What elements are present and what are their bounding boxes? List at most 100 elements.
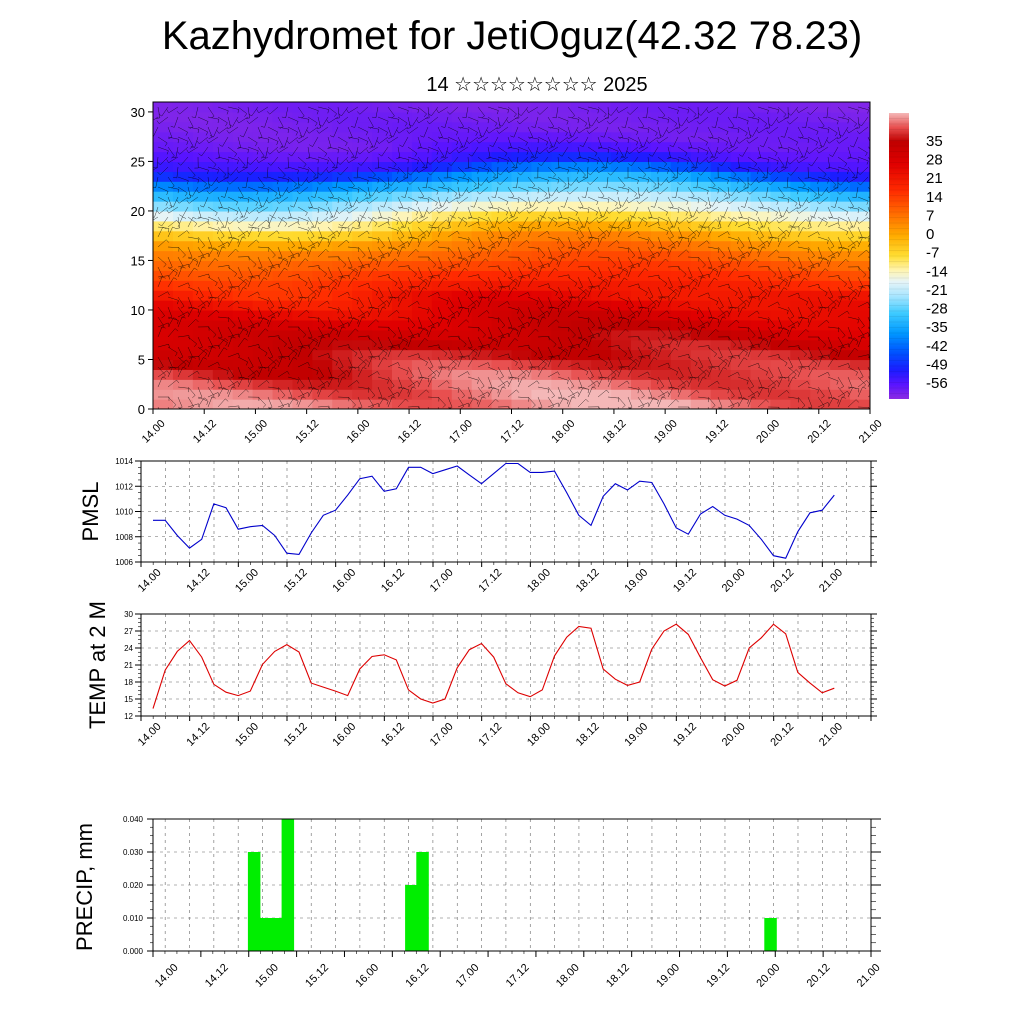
- heatmap-cell: [770, 220, 791, 232]
- wind-barb: [467, 296, 477, 308]
- wind-barb: [846, 176, 859, 184]
- wind-barb: [267, 136, 279, 145]
- x-tick-label: 14.12: [184, 721, 212, 749]
- wind-barb: [396, 146, 401, 159]
- wind-barb: [287, 296, 296, 308]
- wind-barb: [527, 366, 536, 378]
- wind-barb: [266, 216, 271, 229]
- wind-barb: [577, 206, 590, 214]
- heatmap-cell: [471, 359, 493, 370]
- wind-barb: [327, 366, 333, 379]
- heatmap-cell: [611, 250, 632, 262]
- wind-barb: [167, 396, 177, 408]
- heatmap-cell: [591, 300, 612, 311]
- wind-barb: [477, 236, 483, 249]
- wind-barb: [857, 266, 867, 278]
- heatmap-cell: [153, 141, 174, 153]
- wind-barb: [257, 306, 263, 319]
- heatmap-cell: [790, 230, 811, 242]
- heatmap-cell: [511, 270, 533, 281]
- wind-barb: [827, 299, 839, 308]
- wind-barb: [316, 116, 322, 129]
- wind-barb: [297, 326, 307, 338]
- wind-barb: [417, 236, 427, 248]
- wind-barb: [817, 286, 828, 297]
- wind-barb: [637, 356, 646, 368]
- wind-barb: [497, 286, 506, 298]
- wind-barb: [747, 176, 759, 186]
- wind-barb: [667, 347, 678, 358]
- wind-barb: [467, 274, 480, 279]
- wind-barb: [727, 356, 736, 368]
- wind-barb: [237, 356, 249, 366]
- wind-barb: [227, 236, 240, 244]
- wind-barb: [207, 126, 213, 139]
- wind-barb: [627, 310, 640, 318]
- heatmap-cell: [710, 181, 732, 192]
- heatmap-cell: [591, 121, 612, 133]
- heatmap-cell: [670, 141, 692, 153]
- wind-barb: [647, 386, 653, 399]
- wind-barb: [493, 166, 499, 179]
- heatmap-cell: [591, 250, 612, 262]
- heatmap-cell: [352, 359, 373, 370]
- wind-barb: [497, 376, 506, 388]
- wind-barb: [657, 343, 670, 348]
- wind-barb: [337, 239, 350, 248]
- wind-barb: [197, 376, 210, 384]
- heatmap-cell: [232, 359, 254, 370]
- wind-barb: [533, 166, 539, 179]
- wind-barb: [397, 296, 407, 308]
- heatmap-cell: [531, 121, 552, 133]
- wind-barb: [417, 316, 423, 329]
- wind-barb: [177, 136, 189, 145]
- heatmap-cell: [352, 369, 373, 380]
- wind-barb: [587, 386, 596, 398]
- wind-barb: [707, 366, 716, 378]
- wind-barb: [526, 156, 539, 164]
- heatmap-cell: [650, 280, 672, 291]
- wind-barb: [467, 357, 478, 368]
- wind-barb: [645, 156, 650, 169]
- wind-barb: [215, 146, 220, 159]
- heatmap-cell: [591, 111, 612, 123]
- wind-barb: [288, 146, 299, 157]
- wind-barb: [697, 240, 710, 248]
- heatmap-cell: [531, 369, 552, 380]
- wind-barb: [787, 186, 799, 195]
- heatmap-cell: [770, 369, 791, 380]
- heatmap-cell: [471, 280, 493, 291]
- wind-barb: [547, 371, 560, 378]
- wind-barb: [587, 301, 600, 308]
- heatmap-cell: [670, 201, 692, 212]
- wind-barb: [477, 226, 489, 235]
- heatmap-cell: [531, 270, 552, 281]
- heatmap-cell: [830, 191, 851, 202]
- wind-barb: [747, 166, 759, 174]
- wind-barb: [707, 366, 720, 371]
- heatmap-cell: [411, 260, 433, 271]
- heatmap-cell: [431, 111, 453, 123]
- wind-barb: [617, 366, 626, 378]
- wind-barb: [247, 396, 260, 402]
- heatmap-cell: [551, 319, 572, 331]
- wind-barb: [441, 146, 449, 158]
- wind-barb: [317, 146, 328, 157]
- wind-barb: [388, 176, 399, 187]
- wind-barb: [397, 226, 405, 239]
- wind-barb: [687, 196, 700, 204]
- wind-barb: [804, 166, 809, 179]
- wind-barb: [237, 376, 250, 383]
- wind-barb: [747, 106, 756, 119]
- wind-barb: [687, 236, 697, 248]
- wind-barb: [567, 276, 578, 287]
- wind-barb: [818, 186, 829, 197]
- wind-barb: [517, 274, 530, 279]
- wind-barb: [217, 226, 225, 239]
- wind-barb: [307, 276, 314, 289]
- wind-barb: [597, 316, 603, 329]
- wind-barb: [707, 256, 713, 269]
- heatmap-cell: [451, 102, 473, 113]
- wind-barb: [257, 316, 269, 325]
